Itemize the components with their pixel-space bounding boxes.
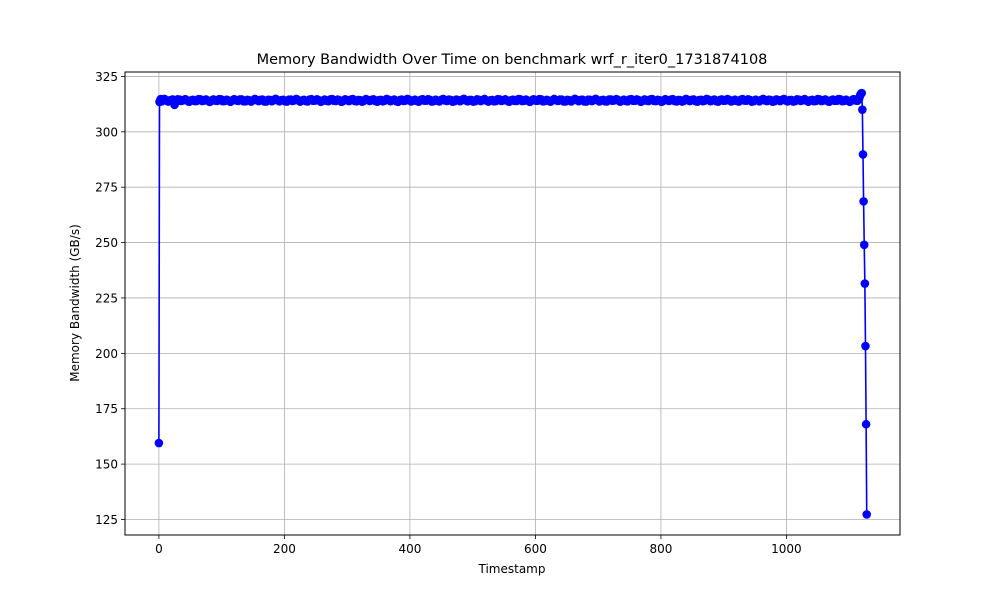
x-tick-label: 0	[155, 542, 163, 556]
data-point	[858, 105, 867, 114]
x-tick-label: 1000	[771, 542, 802, 556]
chart-title: Memory Bandwidth Over Time on benchmark …	[257, 52, 768, 68]
data-point	[858, 150, 868, 159]
y-tick-label: 225	[95, 291, 118, 305]
y-tick-label: 200	[95, 347, 118, 361]
data-point	[861, 419, 871, 429]
x-tick-label: 600	[524, 542, 547, 556]
data-point	[860, 279, 870, 288]
y-tick-label: 275	[95, 181, 118, 195]
y-tick-label: 300	[95, 125, 118, 139]
data-point	[857, 88, 867, 98]
y-tick-label: 325	[95, 70, 118, 84]
x-tick-label: 800	[649, 542, 672, 556]
y-axis: 125 150 175 200 225 250 275 300 325	[95, 70, 125, 527]
x-tick-label: 200	[273, 542, 296, 556]
plot-frame	[124, 71, 901, 536]
data-point	[862, 510, 872, 519]
series-layer	[154, 88, 872, 519]
y-tick-label: 150	[95, 458, 118, 472]
x-axis: 0 200 400 600 800 1000	[155, 535, 802, 556]
y-tick-label: 175	[95, 402, 118, 416]
x-tick-label: 400	[398, 542, 421, 556]
y-axis-title: Memory Bandwidth (GB/s)	[68, 224, 82, 382]
data-point	[861, 341, 870, 351]
series-line	[158, 91, 868, 515]
data-point	[859, 240, 869, 250]
x-axis-title: Timestamp	[478, 562, 546, 576]
y-tick-label: 125	[95, 513, 118, 527]
data-point	[154, 438, 164, 448]
grid-lines	[125, 72, 900, 535]
y-tick-label: 250	[95, 236, 118, 250]
data-point	[859, 197, 868, 206]
